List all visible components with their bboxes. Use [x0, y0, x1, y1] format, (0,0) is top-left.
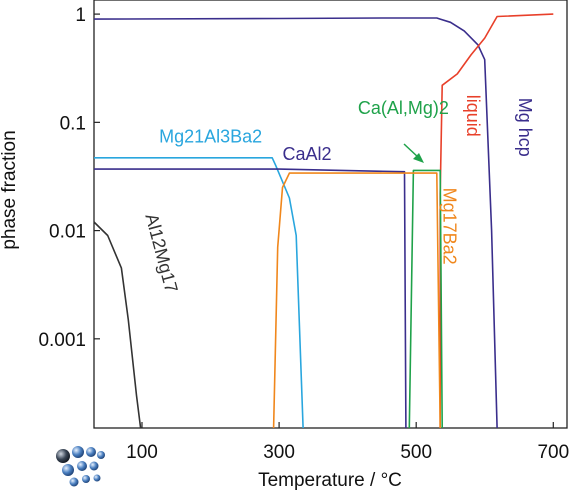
x-axis-title: Temperature / °C	[258, 470, 402, 491]
tick-layer: 100 300 500 700 0.001 0.01 0.1 1	[38, 5, 569, 463]
series-line-mg21al3ba2	[94, 157, 304, 429]
series-label-ca-al-mg-2: Ca(Al,Mg)2	[358, 98, 449, 118]
series-label-mg21al3ba2: Mg21Al3Ba2	[159, 127, 262, 147]
y-axis-title: phase fraction	[0, 130, 20, 249]
series-line-caal2	[94, 168, 407, 429]
series-label-mg17ba2: Mg17Ba2	[440, 188, 460, 265]
series-label-al12mg17: Al12Mg17	[141, 211, 181, 294]
series-line-mg-hcp	[93, 17, 498, 429]
y-tick-label: 1	[75, 5, 86, 26]
y-tick-label: 0.01	[49, 222, 86, 243]
series-label-liquid: liquid	[463, 95, 483, 137]
x-tick-label: 100	[126, 442, 158, 463]
label-layer: Mg hcp liquid Mg21Al3Ba2 CaAl2 Ca(Al,Mg)2 Mg1…	[141, 95, 535, 295]
x-tick-label: 500	[400, 442, 432, 463]
x-tick-label: 700	[537, 442, 569, 463]
series-line-ca-al-mg-2	[408, 169, 443, 429]
y-tick-label: 0.1	[60, 113, 86, 134]
ca-annotation-arrowhead	[413, 153, 424, 163]
series-label-caal2: CaAl2	[283, 144, 332, 164]
series-line-al12mg17	[93, 221, 142, 429]
series-line-mg17ba2	[272, 172, 441, 429]
x-tick-label: 300	[263, 442, 295, 463]
plot-frame	[93, 0, 568, 429]
y-tick-label: 0.001	[38, 330, 86, 351]
logo-spheres-icon	[56, 446, 105, 487]
series-layer	[93, 13, 554, 429]
series-label-mg-hcp: Mg hcp	[515, 98, 535, 157]
